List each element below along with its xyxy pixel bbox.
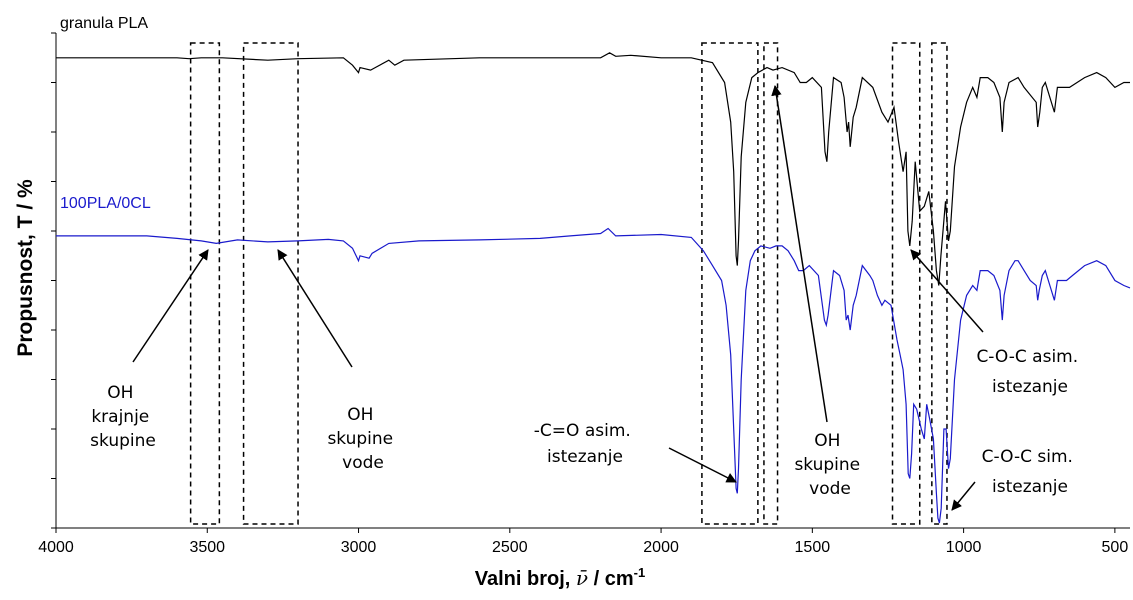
arrow-carbonyl bbox=[668, 447, 737, 483]
highlight-region bbox=[701, 42, 759, 525]
x-tick-label: 2500 bbox=[492, 539, 528, 556]
arrow-coc-asym bbox=[910, 249, 984, 333]
arrow-oh-water-1 bbox=[277, 249, 353, 368]
annotation-line: C-O-C asim. bbox=[976, 347, 1078, 367]
highlight-region bbox=[242, 42, 299, 525]
x-tick-label: 1500 bbox=[795, 539, 831, 556]
series-label-granula-pla: granula PLA bbox=[60, 15, 148, 32]
x-axis-title: Valni broj, ν̄ / cm-1 bbox=[475, 565, 645, 590]
annotation-carbonyl: -C=O asim. istezanje bbox=[534, 421, 636, 467]
annotation-line: krajnje bbox=[91, 407, 149, 427]
highlight-region bbox=[931, 42, 948, 525]
x-axis-title-symbol: ν̄ bbox=[576, 566, 588, 590]
annotation-arrows bbox=[132, 84, 984, 511]
series-line-granula-pla bbox=[56, 52, 1130, 286]
annotation-line: -C=O asim. bbox=[534, 421, 631, 441]
x-tick-label: 500 bbox=[1102, 539, 1129, 556]
annotation-line: vode bbox=[342, 453, 384, 473]
annotation-line: OH bbox=[107, 383, 133, 403]
highlight-region bbox=[189, 42, 221, 525]
annotation-oh-water-1: OH skupine vode bbox=[327, 405, 398, 473]
y-axis-title: Propusnost, T / % bbox=[14, 179, 37, 357]
highlight-region bbox=[763, 42, 779, 525]
annotation-line: skupine bbox=[327, 429, 393, 449]
x-axis-title-superscript: -1 bbox=[634, 565, 646, 580]
arrow-coc-sym bbox=[951, 481, 976, 511]
annotation-line: C-O-C sim. bbox=[982, 447, 1073, 467]
annotation-line: skupine bbox=[90, 431, 156, 451]
x-tick-label: 2000 bbox=[643, 539, 679, 556]
x-tick-label: 4000 bbox=[38, 539, 74, 556]
arrow-oh-end-groups bbox=[132, 249, 209, 363]
highlight-region bbox=[891, 42, 921, 525]
x-axis-title-unit: / cm bbox=[588, 568, 634, 590]
annotation-oh-water-2: OH skupine vode bbox=[794, 431, 865, 499]
annotation-line: istezanje bbox=[547, 447, 623, 467]
annotation-oh-end-groups: OH krajnje skupine bbox=[90, 383, 156, 451]
x-tick-label: 3000 bbox=[341, 539, 377, 556]
x-tick-label: 3500 bbox=[189, 539, 225, 556]
annotation-line: OH bbox=[347, 405, 373, 425]
highlight-regions bbox=[189, 42, 948, 525]
y-axis-ticks bbox=[51, 32, 56, 529]
arrow-oh-water-2 bbox=[771, 84, 828, 423]
annotation-line: skupine bbox=[794, 455, 860, 475]
x-axis-title-main: Valni broj, bbox=[475, 568, 576, 590]
annotation-coc-sym: C-O-C sim. istezanje bbox=[982, 447, 1079, 497]
series-line-100pla-0cl bbox=[56, 227, 1131, 524]
series-label-100pla-0cl: 100PLA/0CL bbox=[60, 195, 151, 212]
annotation-line: OH bbox=[814, 431, 840, 451]
annotation-coc-asym: C-O-C asim. istezanje bbox=[976, 347, 1083, 397]
annotation-line: istezanje bbox=[992, 477, 1068, 497]
x-tick-label: 1000 bbox=[946, 539, 982, 556]
x-axis-ticks: 4000 3500 3000 2500 2000 1500 1000 500 bbox=[38, 528, 1128, 556]
annotation-line: istezanje bbox=[992, 377, 1068, 397]
annotation-line: vode bbox=[809, 479, 851, 499]
